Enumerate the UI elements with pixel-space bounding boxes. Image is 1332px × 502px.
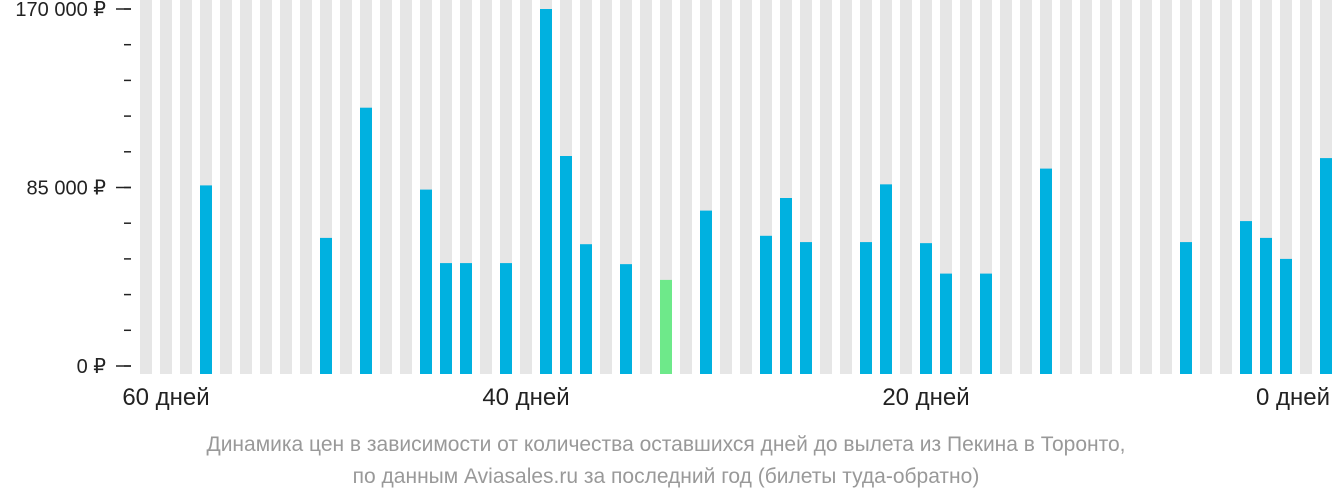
background-column <box>960 0 972 374</box>
background-column <box>300 0 312 374</box>
price-bar <box>1260 237 1272 374</box>
caption-line-1: Динамика цен в зависимости от количества… <box>206 433 1126 456</box>
price-bar <box>420 189 432 374</box>
background-column <box>1120 0 1132 374</box>
background-column <box>1220 0 1232 374</box>
price-bar <box>440 263 452 374</box>
background-column <box>260 0 272 374</box>
background-column <box>340 0 352 374</box>
price-bar <box>460 263 472 374</box>
price-bar <box>1180 242 1192 374</box>
price-bar <box>200 185 212 374</box>
price-bar <box>880 184 892 374</box>
price-bar <box>1280 258 1292 374</box>
caption-line-2: по данным Aviasales.ru за последний год … <box>352 465 980 488</box>
background-column <box>1020 0 1032 374</box>
price-bar <box>360 107 372 374</box>
background-column <box>160 0 172 374</box>
background-column <box>1300 0 1312 374</box>
background-column <box>180 0 192 374</box>
price-bar <box>920 243 932 374</box>
background-column <box>1100 0 1112 374</box>
y-tick-label: 170 000 ₽ <box>15 0 106 21</box>
price-bar <box>700 210 712 374</box>
background-column <box>600 0 612 374</box>
price-bar <box>540 9 552 374</box>
price-bar <box>980 273 992 374</box>
x-tick-label: 40 дней <box>482 384 569 411</box>
price-bar <box>780 198 792 374</box>
background-column <box>280 0 292 374</box>
background-column <box>820 0 832 374</box>
background-column <box>520 0 532 374</box>
background-column <box>1140 0 1152 374</box>
y-tick-label: 0 ₽ <box>77 356 107 378</box>
highlighted-bar <box>660 279 672 374</box>
background-column <box>740 0 752 374</box>
price-bar <box>1040 168 1052 374</box>
price-bar <box>320 237 332 374</box>
price-bar <box>580 244 592 374</box>
y-tick-label: 85 000 ₽ <box>27 178 107 200</box>
price-bar <box>800 242 812 374</box>
price-bar <box>560 156 572 374</box>
background-column <box>1200 0 1212 374</box>
background-column <box>400 0 412 374</box>
x-tick-label: 0 дней <box>1256 384 1330 411</box>
price-bar <box>760 235 772 374</box>
background-column <box>1060 0 1072 374</box>
background-column <box>480 0 492 374</box>
x-tick-label: 20 дней <box>882 384 969 411</box>
price-chart: 0 ₽ 85 000 ₽ 170 000 ₽ 60 дней 40 дней 20 дне… <box>15 0 1332 411</box>
x-tick-label: 60 дней <box>122 384 209 411</box>
price-bar <box>940 273 952 374</box>
background-column <box>240 0 252 374</box>
background-column <box>1000 0 1012 374</box>
price-bar <box>1240 221 1252 374</box>
background-column <box>140 0 152 374</box>
price-bar <box>500 263 512 374</box>
price-bar <box>860 242 872 374</box>
chart-caption: Динамика цен в зависимости от количества… <box>0 429 1332 493</box>
background-column <box>720 0 732 374</box>
background-column <box>640 0 652 374</box>
background-column <box>1080 0 1092 374</box>
background-column <box>900 0 912 374</box>
background-column <box>840 0 852 374</box>
background-column <box>680 0 692 374</box>
background-column <box>1160 0 1172 374</box>
price-bar <box>620 264 632 374</box>
background-column <box>380 0 392 374</box>
background-column <box>220 0 232 374</box>
price-bar <box>1320 158 1332 374</box>
